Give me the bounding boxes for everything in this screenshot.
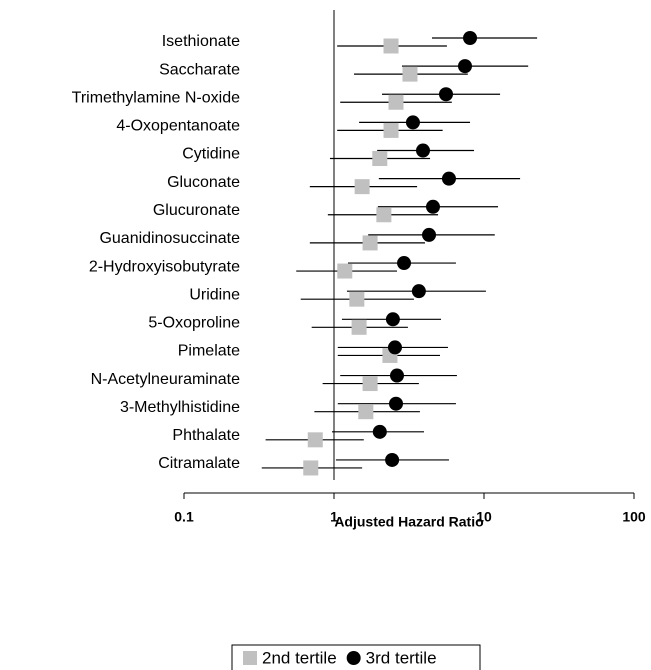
point-marker <box>346 651 361 665</box>
point-marker <box>463 31 478 45</box>
point-marker <box>372 424 387 439</box>
y-tick-label: Guanidinosuccinate <box>99 230 240 247</box>
point-marker <box>349 291 365 307</box>
point-marker <box>383 38 399 54</box>
point-marker <box>441 171 456 186</box>
point-marker <box>457 59 472 74</box>
point-marker <box>376 207 392 223</box>
y-tick-label: Saccharate <box>159 61 240 78</box>
x-tick-label: 1 <box>330 509 338 525</box>
point-marker <box>351 319 367 335</box>
legend-box <box>231 644 481 670</box>
point-marker <box>337 263 353 279</box>
point-marker <box>402 66 418 82</box>
point-marker <box>438 87 453 102</box>
point-marker <box>405 115 420 130</box>
x-axis-label: Adjusted Hazard Ratio <box>334 514 483 530</box>
point-marker <box>243 651 257 665</box>
point-marker <box>307 432 323 448</box>
y-tick-label: 3-Methylhistidine <box>120 399 240 416</box>
point-marker <box>372 151 388 167</box>
x-tick-label: 100 <box>622 509 646 525</box>
point-marker <box>388 94 404 110</box>
point-marker <box>422 227 437 242</box>
point-marker <box>385 312 400 327</box>
y-tick-label: 5-Oxoproline <box>148 315 240 332</box>
point-marker <box>387 340 402 355</box>
point-marker <box>358 404 374 420</box>
y-tick-label: N-Acetylneuraminate <box>91 371 241 388</box>
y-tick-label: Isethionate <box>162 33 240 50</box>
point-marker <box>354 179 370 195</box>
legend-label: 3rd tertile <box>366 648 437 667</box>
point-marker <box>303 460 319 476</box>
point-marker <box>385 452 400 467</box>
point-marker <box>397 256 412 271</box>
y-tick-label: Glucuronate <box>153 202 240 219</box>
point-marker <box>362 376 378 392</box>
legend-label: 2nd tertile <box>262 648 337 667</box>
point-marker <box>415 143 430 158</box>
point-marker <box>383 122 399 138</box>
y-tick-label: Pimelate <box>178 343 240 360</box>
point-marker <box>425 199 440 214</box>
y-tick-label: 2-Hydroxyisobutyrate <box>89 258 240 275</box>
x-tick-label: 10 <box>476 509 492 525</box>
point-marker <box>362 235 378 251</box>
y-tick-label: 4-Oxopentanoate <box>116 118 240 135</box>
y-tick-label: Phthalate <box>172 427 240 444</box>
point-marker <box>388 396 403 411</box>
y-tick-label: Trimethylamine N-oxide <box>72 89 240 106</box>
y-tick-label: Gluconate <box>167 174 240 191</box>
point-marker <box>411 284 426 299</box>
point-marker <box>389 368 404 383</box>
y-tick-label: Cytidine <box>182 146 240 163</box>
y-tick-label: Citramalate <box>158 455 240 472</box>
x-tick-label: 0.1 <box>174 509 194 525</box>
y-tick-label: Uridine <box>189 286 240 303</box>
